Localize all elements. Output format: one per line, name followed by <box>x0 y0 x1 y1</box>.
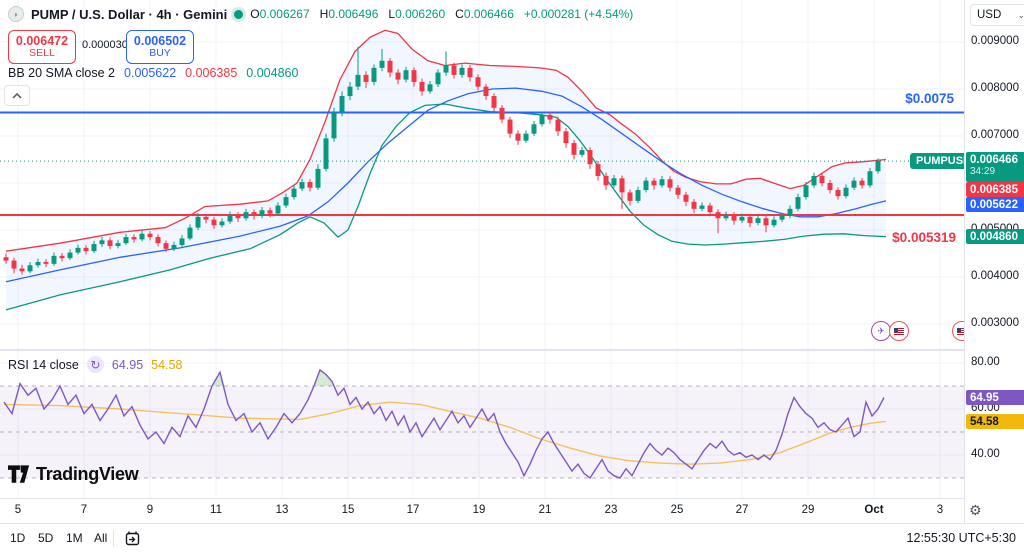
price-chart-canvas[interactable] <box>0 0 964 498</box>
bb-basis-badge: 0.005622 <box>966 197 1024 212</box>
time-tick-label: 19 <box>472 504 486 516</box>
time-tick-label: 13 <box>275 504 289 516</box>
currency-label: USD <box>977 9 1002 21</box>
toolbar-divider <box>113 530 114 547</box>
rsi-legend-title: RSI 14 close <box>8 357 79 372</box>
symbol-logo-icon: ◗ <box>8 6 24 22</box>
range-button-all[interactable]: All <box>94 531 108 545</box>
bar-countdown: 34:29 <box>970 165 996 177</box>
axis-tick-label: 0.009000 <box>971 35 1019 47</box>
rsi-ma-badge: 54.58 <box>966 414 1024 429</box>
sell-label: SELL <box>29 47 55 60</box>
time-tick-label: 23 <box>604 504 618 516</box>
bb-legend-title: BB 20 SMA close 2 <box>8 66 116 80</box>
axis-tick-label: 0.008000 <box>971 82 1019 94</box>
watermark-text: TradingView <box>36 464 139 484</box>
time-tick-label: 5 <box>14 504 22 516</box>
range-button-1m[interactable]: 1M <box>66 531 83 545</box>
go-to-date-icon[interactable] <box>124 530 141 552</box>
us-flag-icon <box>894 327 904 335</box>
sell-button[interactable]: 0.006472 SELL <box>8 30 76 64</box>
range-button-1d[interactable]: 1D <box>10 531 26 545</box>
bb-basis-value: 0.005622 <box>124 66 177 80</box>
time-tick-label: 15 <box>341 504 355 516</box>
bb-upper-badge: 0.006385 <box>966 182 1024 197</box>
tradingview-logo-icon <box>8 465 30 483</box>
time-scale[interactable]: 5 7 9 11 13 15 17 19 21 23 25 27 29 Oct 3 <box>0 498 964 524</box>
tradingview-watermark: TradingView <box>8 464 139 485</box>
spread-value: 0.000030 <box>82 39 128 51</box>
ohlc-values: O0.006267 H0.006496 L0.006260 C0.006466 … <box>250 7 634 21</box>
rsi-badge: 64.95 <box>966 390 1024 405</box>
clock-timezone[interactable]: 12:55:30 UTC+5:30 <box>906 531 1016 545</box>
us-flag-icon <box>957 327 967 335</box>
chevron-up-icon <box>12 92 22 99</box>
refresh-icon[interactable]: ↻ <box>86 356 104 373</box>
time-tick-label: 17 <box>406 504 420 516</box>
time-tick-label: 25 <box>670 504 684 516</box>
time-tick-label: 29 <box>801 504 815 516</box>
buy-button[interactable]: 0.006502 BUY <box>126 30 194 64</box>
bb-lower-badge: 0.004860 <box>966 229 1024 244</box>
axis-tick-label: 80.00 <box>971 356 1000 368</box>
symbol-title[interactable]: PUMP / U.S. Dollar · 4h · Gemini <box>31 6 228 22</box>
open-value: 0.006267 <box>259 7 310 21</box>
market-open-dot-icon <box>234 9 244 19</box>
axis-tick-label: 40.00 <box>971 448 1000 460</box>
buy-price: 0.006502 <box>133 33 187 48</box>
high-value: 0.006496 <box>328 7 379 21</box>
sell-price: 0.006472 <box>15 33 69 48</box>
range-button-5d[interactable]: 5D <box>38 531 54 545</box>
bb-lower-value: 0.004860 <box>246 66 299 80</box>
rsi-ma-value: 54.58 <box>151 357 183 372</box>
axis-tick-label: 0.004000 <box>971 270 1019 282</box>
change-value: +0.000281 (+4.54%) <box>523 7 634 21</box>
axis-tick-label: 0.007000 <box>971 129 1019 141</box>
bottom-toolbar: 1D 5D 1M All 12:55:30 UTC+5:30 <box>0 523 1024 553</box>
low-value: 0.006260 <box>395 7 446 21</box>
axis-tick-label: 60.00 <box>971 402 1000 414</box>
time-tick-label: 11 <box>210 504 222 516</box>
time-tick-label: 7 <box>80 504 88 516</box>
last-price-value: 0.006466 <box>970 153 1018 166</box>
last-price-badge: 0.006466 34:29 <box>966 152 1024 182</box>
time-tick-label: 3 <box>936 504 944 516</box>
rsi-indicator-legend[interactable]: RSI 14 close ↻ 64.95 54.58 <box>8 356 182 373</box>
bb-upper-value: 0.006385 <box>185 66 238 80</box>
chevron-down-icon: ⌄ <box>1017 9 1024 20</box>
resistance-price-label: $0.0075 <box>905 91 954 106</box>
time-tick-label: Oct <box>864 504 884 516</box>
buy-label: BUY <box>149 47 171 60</box>
time-tick-label: 21 <box>538 504 552 516</box>
rsi-value: 64.95 <box>111 357 144 372</box>
event-us-flag-icon[interactable] <box>889 321 909 341</box>
symbol-header: ◗ PUMP / U.S. Dollar · 4h · Gemini O0.00… <box>8 5 633 23</box>
time-tick-label: 27 <box>735 504 749 516</box>
symbol-price-tag: PUMPUSD <box>910 153 978 169</box>
support-price-label: $0.005319 <box>892 230 956 245</box>
gear-icon[interactable]: ⚙ <box>969 502 982 518</box>
close-value: 0.006466 <box>463 7 514 21</box>
price-scale[interactable]: 0.0090000.0080000.0070000.0050000.004000… <box>964 0 1024 523</box>
event-plane-icon[interactable]: ✈ <box>871 321 891 341</box>
collapse-legend-button[interactable] <box>4 85 30 106</box>
currency-selector[interactable]: USD ⌄ <box>970 4 1024 26</box>
axis-tick-label: 0.003000 <box>971 317 1019 329</box>
time-tick-label: 9 <box>146 504 154 516</box>
bb-indicator-legend[interactable]: BB 20 SMA close 2 0.005622 0.006385 0.00… <box>8 66 298 80</box>
